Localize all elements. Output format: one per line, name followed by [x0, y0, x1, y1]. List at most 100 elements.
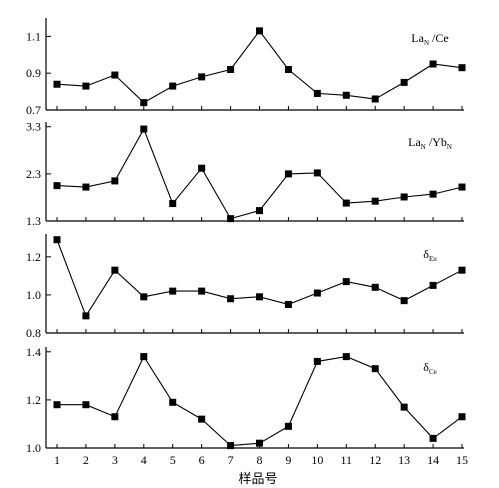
data-point	[458, 183, 466, 191]
data-point	[227, 215, 235, 223]
x-tick-label: 10	[311, 453, 323, 467]
x-tick-label: 12	[369, 453, 381, 467]
data-point	[198, 287, 206, 295]
x-tick-label: 6	[199, 453, 205, 467]
data-point	[82, 183, 90, 191]
data-point	[53, 401, 61, 409]
data-point	[53, 236, 61, 244]
data-point	[342, 91, 350, 99]
x-tick-label: 15	[456, 453, 468, 467]
data-point	[169, 287, 177, 295]
data-point	[371, 197, 379, 205]
data-point	[227, 66, 235, 74]
data-point	[256, 207, 263, 215]
panel-label: LaN/Ce	[411, 31, 448, 47]
x-tick-label: 7	[228, 453, 234, 467]
data-point	[458, 64, 466, 72]
y-tick-label: 0.7	[26, 103, 41, 117]
data-point	[371, 365, 379, 373]
data-point	[53, 80, 61, 88]
data-point	[53, 182, 61, 190]
data-point	[140, 99, 148, 107]
x-tick-label: 11	[341, 453, 353, 467]
data-point	[140, 293, 148, 301]
y-tick-label: 1.0	[26, 441, 41, 455]
data-point	[371, 283, 379, 291]
series-line	[56, 239, 463, 318]
x-tick-label: 3	[112, 453, 118, 467]
data-point	[429, 434, 437, 442]
data-point	[169, 200, 177, 208]
data-point	[284, 170, 292, 178]
data-point	[82, 82, 90, 90]
y-tick-label: 1.1	[26, 29, 41, 43]
data-point	[256, 439, 263, 447]
panel-1: 0.7 0.9 1.1 LaN/Ce	[26, 18, 466, 117]
series-line	[56, 127, 463, 220]
x-tick-label: 9	[285, 453, 291, 467]
data-point	[111, 413, 119, 421]
data-point	[458, 413, 466, 421]
data-point	[111, 71, 119, 79]
panel-label: δEu	[423, 247, 437, 263]
x-tick-label: 2	[83, 453, 89, 467]
y-tick-label: 1.4	[26, 345, 41, 359]
data-point	[371, 95, 379, 103]
data-point	[284, 66, 292, 74]
x-tick-label: 1	[54, 453, 60, 467]
data-point	[313, 357, 321, 365]
y-tick-label: 0.9	[26, 66, 41, 80]
panel-2: 1.3 2.3 3.3 LaN/YbN	[26, 120, 466, 228]
x-axis-label: 样品号	[238, 472, 277, 487]
data-point	[342, 278, 350, 286]
data-point	[169, 398, 177, 406]
y-tick-label: 3.3	[26, 120, 41, 134]
data-point	[111, 266, 119, 274]
y-tick-label: 0.8	[26, 326, 41, 340]
panel-3: 0.8 1.0 1.2 δEu	[26, 234, 466, 340]
data-point	[256, 27, 263, 35]
data-point	[198, 164, 206, 172]
data-point	[429, 190, 437, 198]
data-point	[313, 289, 321, 297]
panel-4: 1.0 1.2 1.4 δCe	[26, 345, 466, 455]
data-point	[400, 297, 408, 305]
data-point	[284, 422, 292, 430]
data-point	[140, 353, 148, 361]
data-point	[313, 169, 321, 177]
series-line	[57, 355, 463, 447]
data-point	[429, 281, 437, 289]
data-point	[284, 300, 292, 308]
y-tick-label: 1.2	[26, 393, 41, 407]
data-point	[227, 442, 235, 450]
y-tick-label: 1.0	[26, 288, 41, 302]
data-point	[400, 403, 408, 411]
data-point	[198, 415, 206, 423]
y-tick-label: 1.3	[26, 214, 41, 228]
data-point	[82, 401, 90, 409]
panel-label: LaN/YbN	[408, 135, 452, 151]
x-tick-label: 14	[427, 453, 439, 467]
data-point	[342, 353, 350, 361]
x-axis: 1 2 3 4 5 6 7 8 9 10 11 12 13 14 15	[54, 453, 468, 467]
x-tick-label: 13	[398, 453, 410, 467]
y-tick-label: 2.3	[26, 167, 41, 181]
data-point	[111, 177, 119, 185]
y-tick-label: 1.2	[26, 250, 41, 264]
data-point	[140, 125, 148, 133]
data-point	[198, 73, 206, 81]
data-point	[82, 312, 90, 320]
x-tick-label: 8	[257, 453, 263, 467]
data-point	[227, 295, 235, 303]
x-tick-label: 4	[141, 453, 147, 467]
x-tick-label: 5	[170, 453, 176, 467]
chart-panels: 0.7 0.9 1.1 LaN/Ce 1.3 2.3 3.3 LaN/YbN 0.8 1.0 1.2…	[26, 18, 466, 455]
series-line	[56, 29, 463, 104]
data-point	[169, 82, 177, 90]
data-point	[342, 199, 350, 207]
panel-label: δCe	[423, 360, 436, 376]
data-point	[313, 89, 321, 97]
data-point	[400, 193, 408, 201]
data-point	[256, 293, 263, 301]
